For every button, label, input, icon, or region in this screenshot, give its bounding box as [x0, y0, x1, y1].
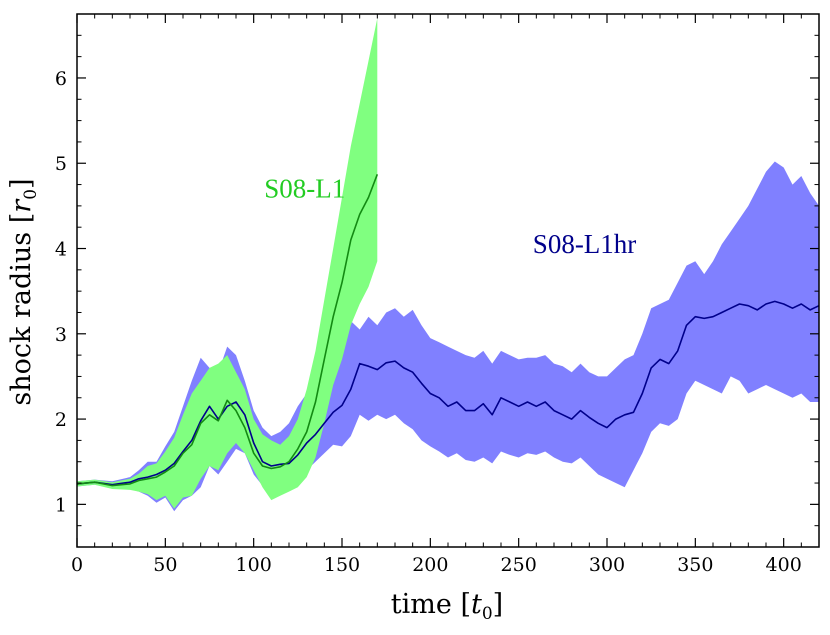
y-tick-label: 2 — [55, 409, 67, 431]
x-tick-label: 50 — [153, 554, 177, 576]
plot-frame — [76, 13, 820, 548]
series-lines — [76, 174, 820, 487]
x-tick-label: 100 — [236, 554, 272, 576]
x-axis-label: time [t0] — [391, 589, 503, 624]
label-s08-l1hr: S08-L1hr — [533, 229, 637, 259]
uncertainty-bands — [77, 18, 819, 512]
x-tick-label: 250 — [501, 554, 537, 576]
y-axis-label: shock radius [r0] — [6, 178, 41, 405]
x-tick-label: 400 — [766, 554, 802, 576]
y-tick-label: 1 — [55, 494, 67, 516]
x-tick-label: 200 — [412, 554, 448, 576]
x-tick-label: 0 — [71, 554, 83, 576]
line-s08-l1hr — [76, 300, 820, 486]
x-tick-label: 300 — [589, 554, 625, 576]
label-s08-l1: S08-L1 — [264, 173, 345, 203]
tick-labels: 0 50 100 150 200 250 300 350 400 1 2 3 4 5 6 — [55, 68, 802, 576]
y-tick-label: 6 — [55, 68, 67, 90]
y-tick-label: 4 — [55, 239, 67, 261]
line-s08-l1 — [76, 174, 379, 487]
y-tick-label: 3 — [55, 324, 67, 346]
x-tick-label: 350 — [677, 554, 713, 576]
band-s08-l1 — [77, 18, 378, 509]
band-s08-l1hr — [77, 161, 819, 512]
x-tick-label: 150 — [324, 554, 360, 576]
series-labels: S08-L1hr S08-L1 — [264, 173, 636, 258]
y-tick-label: 5 — [55, 153, 67, 175]
